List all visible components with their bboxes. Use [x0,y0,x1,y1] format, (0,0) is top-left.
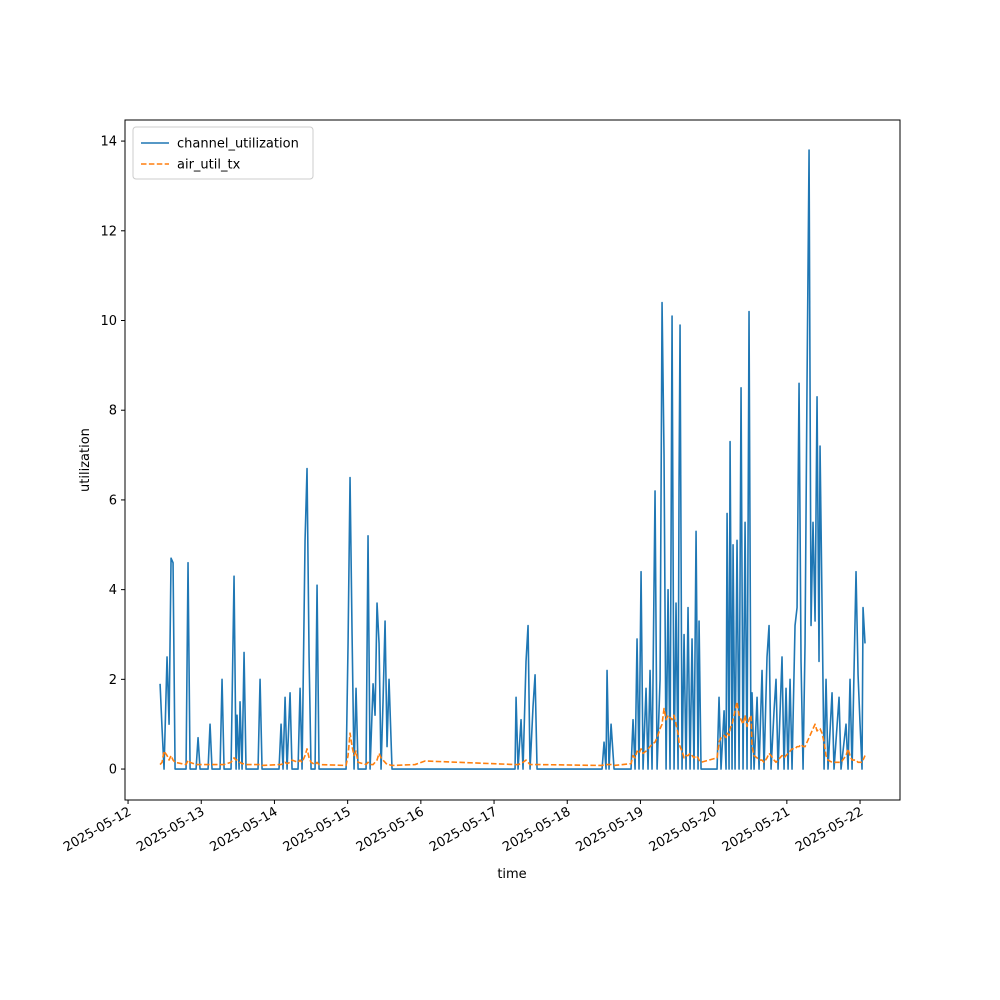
legend: channel_utilization air_util_tx [132,126,314,180]
y-tick-label: 2 [109,673,117,688]
y-tick-label: 8 [109,404,117,419]
legend-label: channel_utilization [177,137,299,152]
y-tick-label: 6 [109,493,117,508]
y-tick-label: 4 [109,583,117,598]
series-line [159,700,866,767]
legend-label: air_util_tx [177,158,241,173]
x-axis-label: time [497,867,526,882]
y-tick-label: 14 [100,135,117,150]
y-tick-label: 0 [109,763,117,778]
series-line [159,149,866,770]
y-tick-label: 12 [100,224,117,239]
y-axis-label: utilization [78,428,93,492]
plot-frame [124,119,901,801]
y-tick-label: 10 [100,314,117,329]
legend-box [132,126,314,180]
